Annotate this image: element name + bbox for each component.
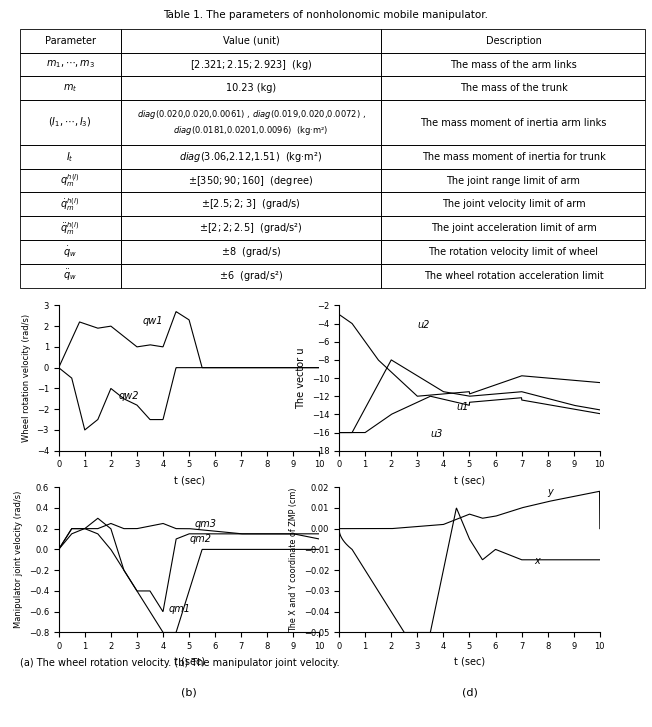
X-axis label: t (sec): t (sec) bbox=[173, 475, 205, 485]
Text: $[2.321;2.15;2.923]$  (kg): $[2.321;2.15;2.923]$ (kg) bbox=[190, 57, 312, 71]
Text: $m_t$: $m_t$ bbox=[63, 82, 78, 95]
Bar bbox=[20, 76, 121, 100]
Text: The joint velocity limit of arm: The joint velocity limit of arm bbox=[441, 199, 585, 209]
X-axis label: t (sec): t (sec) bbox=[454, 656, 485, 667]
Text: The mass moment of inertia arm links: The mass moment of inertia arm links bbox=[421, 118, 606, 127]
Y-axis label: The vector u: The vector u bbox=[296, 348, 306, 409]
Bar bbox=[381, 169, 645, 193]
Text: qm1: qm1 bbox=[168, 603, 190, 614]
Text: $\pm[2.5;2;3]$  (grad/s): $\pm[2.5;2;3]$ (grad/s) bbox=[201, 198, 301, 212]
Text: y: y bbox=[548, 487, 554, 497]
Text: qm2: qm2 bbox=[189, 534, 211, 544]
Bar bbox=[121, 29, 381, 52]
Text: qw1: qw1 bbox=[142, 316, 162, 326]
Text: $\ddot{q}_w$: $\ddot{q}_w$ bbox=[63, 268, 77, 284]
Bar bbox=[20, 193, 121, 217]
Text: Table 1. The parameters of nonholonomic mobile manipulator.: Table 1. The parameters of nonholonomic … bbox=[164, 10, 488, 20]
Text: The joint acceleration limit of arm: The joint acceleration limit of arm bbox=[430, 223, 597, 233]
Text: $\ddot{q}_m^{h(l)}$: $\ddot{q}_m^{h(l)}$ bbox=[61, 220, 80, 237]
Text: The mass moment of inertia for trunk: The mass moment of inertia for trunk bbox=[422, 152, 605, 161]
Bar bbox=[121, 217, 381, 240]
Bar bbox=[20, 264, 121, 288]
Text: The rotation velocity limit of wheel: The rotation velocity limit of wheel bbox=[428, 247, 599, 257]
Text: $q_m^{h(l)}$: $q_m^{h(l)}$ bbox=[60, 172, 80, 189]
Bar bbox=[20, 169, 121, 193]
Bar bbox=[381, 52, 645, 76]
Text: u2: u2 bbox=[417, 320, 430, 330]
X-axis label: t (sec): t (sec) bbox=[173, 656, 205, 667]
Text: Description: Description bbox=[486, 36, 541, 46]
Text: $\mathit{diag}$(3.06,2.12,1.51)  (kg·m²): $\mathit{diag}$(3.06,2.12,1.51) (kg·m²) bbox=[179, 150, 323, 164]
Text: (d): (d) bbox=[462, 688, 477, 698]
Bar bbox=[381, 29, 645, 52]
Text: (a): (a) bbox=[181, 506, 197, 516]
Text: The wheel rotation acceleration limit: The wheel rotation acceleration limit bbox=[424, 271, 603, 281]
Text: The joint range limit of arm: The joint range limit of arm bbox=[447, 176, 580, 185]
Bar bbox=[121, 145, 381, 169]
Text: The mass of the arm links: The mass of the arm links bbox=[450, 60, 577, 70]
Text: $\pm[2;2;2.5]$  (grad/s²): $\pm[2;2;2.5]$ (grad/s²) bbox=[200, 221, 303, 236]
Text: qm3: qm3 bbox=[194, 518, 216, 529]
Text: (c): (c) bbox=[462, 506, 477, 516]
Bar bbox=[121, 100, 381, 145]
Bar bbox=[381, 217, 645, 240]
Text: u3: u3 bbox=[430, 429, 443, 439]
Bar bbox=[121, 193, 381, 217]
Text: $\pm8$  (grad/s): $\pm8$ (grad/s) bbox=[221, 245, 281, 259]
Text: 10.23 (kg): 10.23 (kg) bbox=[226, 84, 276, 93]
Bar bbox=[20, 240, 121, 264]
Bar bbox=[381, 264, 645, 288]
Text: $m_1,\cdots,m_3$: $m_1,\cdots,m_3$ bbox=[46, 59, 95, 71]
Bar bbox=[121, 76, 381, 100]
Bar bbox=[121, 264, 381, 288]
Bar bbox=[20, 100, 121, 145]
Y-axis label: Wheel rotation velocity (rad/s): Wheel rotation velocity (rad/s) bbox=[22, 314, 31, 442]
Bar bbox=[381, 145, 645, 169]
Y-axis label: Manipulator joint velocity (rad/s): Manipulator joint velocity (rad/s) bbox=[14, 491, 23, 628]
Text: $\dot{q}_w$: $\dot{q}_w$ bbox=[63, 244, 77, 260]
Text: $\mathit{diag}$(0.020,0.020,0.0061) , $\mathit{diag}$(0.019,0.020,0.0072) ,: $\mathit{diag}$(0.020,0.020,0.0061) , $\… bbox=[136, 108, 366, 121]
Bar bbox=[381, 240, 645, 264]
Bar bbox=[20, 29, 121, 52]
Bar bbox=[20, 145, 121, 169]
Text: Value (unit): Value (unit) bbox=[222, 36, 280, 46]
Text: $(I_1,\cdots,I_3)$: $(I_1,\cdots,I_3)$ bbox=[48, 116, 92, 129]
Text: (a) The wheel rotation velocity. (b) The manipulator joint velocity.: (a) The wheel rotation velocity. (b) The… bbox=[20, 658, 339, 668]
Text: $\pm[350;90;160]$  (degree): $\pm[350;90;160]$ (degree) bbox=[188, 174, 314, 188]
Bar bbox=[121, 52, 381, 76]
Text: u1: u1 bbox=[456, 402, 469, 412]
Text: $I_t$: $I_t$ bbox=[67, 150, 74, 164]
Text: (b): (b) bbox=[181, 688, 197, 698]
Text: $\mathit{diag}$(0.0181,0.0201,0.0096)  (kg·m²): $\mathit{diag}$(0.0181,0.0201,0.0096) (k… bbox=[173, 124, 329, 137]
X-axis label: t (sec): t (sec) bbox=[454, 475, 485, 485]
Y-axis label: The X and Y coordinate of ZMP (cm): The X and Y coordinate of ZMP (cm) bbox=[289, 488, 298, 632]
Text: x: x bbox=[535, 556, 541, 566]
Bar bbox=[20, 52, 121, 76]
Text: Parameter: Parameter bbox=[44, 36, 96, 46]
Text: $\dot{q}_m^{h(l)}$: $\dot{q}_m^{h(l)}$ bbox=[61, 196, 80, 213]
Bar bbox=[121, 169, 381, 193]
Text: qw2: qw2 bbox=[119, 391, 139, 401]
Text: The mass of the trunk: The mass of the trunk bbox=[460, 84, 567, 93]
Bar bbox=[381, 100, 645, 145]
Text: $\pm6$  (grad/s²): $\pm6$ (grad/s²) bbox=[219, 269, 283, 283]
Bar bbox=[20, 217, 121, 240]
Bar bbox=[121, 240, 381, 264]
Bar bbox=[381, 193, 645, 217]
Bar bbox=[381, 76, 645, 100]
